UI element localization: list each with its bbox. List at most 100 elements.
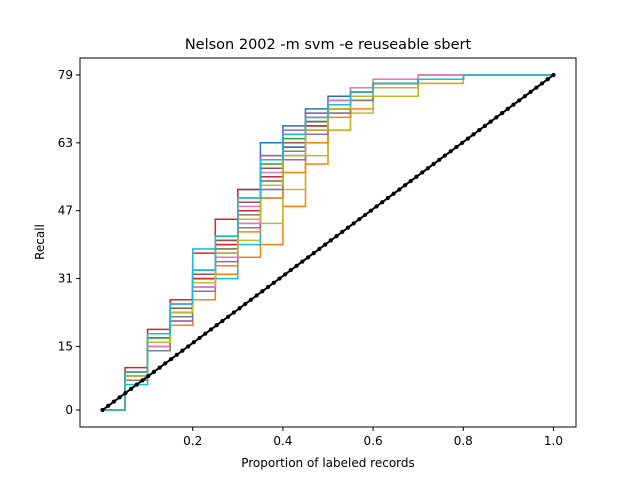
baseline-point [323,242,328,247]
y-tick-label: 79 [58,68,73,82]
y-tick-label: 0 [65,403,73,417]
baseline-point [460,140,465,145]
baseline-point [363,212,368,218]
baseline-point [448,149,453,154]
y-tick-label: 47 [58,204,73,218]
x-axis: 0.2 0.4 0.6 0.8 1.0 [183,427,563,448]
y-axis-label: Recall [33,224,47,260]
baseline-point [534,85,539,90]
baseline-point [437,157,442,162]
y-tick-label: 31 [58,272,73,286]
x-axis-label: Proportion of labeled records [241,456,415,470]
x-tick-label: 0.4 [273,434,292,448]
baseline-point [260,289,265,294]
baseline-point [220,318,225,324]
baseline-point [248,297,254,302]
baseline-point [208,327,214,332]
baseline-point [471,132,476,137]
baseline-point [186,344,191,349]
baseline-point [300,259,305,264]
baseline-point [294,263,299,268]
baseline-point [368,208,373,213]
series-layer [102,74,554,411]
baseline-point [288,267,293,273]
baseline-point [174,352,179,357]
chart-title: Nelson 2002 -m svm -e reuseable sbert [185,37,472,53]
baseline-point [477,128,482,133]
baseline-point [517,98,522,103]
plot-frame [79,57,577,428]
baseline-point [271,280,276,285]
baseline-point [425,166,430,171]
baseline-point [385,195,391,201]
baseline-point [214,323,219,328]
baseline-point [528,89,533,95]
baseline-point [157,365,162,370]
baseline-point [151,369,157,374]
baseline-point [465,136,470,141]
baseline-point [357,217,362,222]
baseline-point [545,77,550,82]
baseline-point [374,204,379,209]
x-tick-label: 1.0 [544,434,563,448]
series-line-19 [102,74,554,411]
baseline-point [539,81,545,86]
x-tick-label: 0.6 [364,434,383,448]
baseline-point [328,238,333,243]
baseline-point [305,255,311,260]
baseline-point [140,378,145,383]
baseline-point [197,335,202,341]
baseline-point [163,361,168,366]
baseline-point [454,144,459,150]
baseline-point [111,399,117,404]
baseline-point [505,106,510,111]
baseline-point [551,72,556,78]
baseline-point [420,170,425,175]
baseline-point [277,276,282,281]
baseline-point [345,225,351,230]
baseline-point [351,221,356,226]
baseline-point [442,153,448,158]
y-axis: 0 15 31 47 63 79 [58,68,80,417]
baseline-point [203,331,208,336]
baseline-point [402,183,408,188]
baseline-point [146,374,151,379]
baseline-point [380,200,385,205]
baseline-point [168,357,174,362]
baseline-point [128,386,134,391]
baseline-point [482,123,488,128]
x-tick-label: 0.2 [183,434,202,448]
baseline-point [431,161,436,167]
baseline-point [134,382,139,387]
y-tick-label: 63 [58,136,73,150]
y-tick-label: 15 [58,339,73,353]
baseline-point [117,395,122,400]
baseline-point [237,306,242,311]
baseline-point [522,94,528,99]
baseline-point [283,272,288,277]
baseline-point [106,403,111,408]
baseline-point [317,246,322,251]
baseline-point [488,119,493,124]
baseline-point [494,115,499,120]
baseline-point [226,314,231,319]
x-tick-label: 0.8 [454,434,473,448]
series-line-20 [102,74,554,411]
baseline-point [408,178,413,184]
baseline-point [340,229,345,234]
baseline-point [231,310,236,315]
baseline-point [334,234,339,239]
baseline-point [499,111,505,116]
baseline-point [265,284,271,290]
baseline-point [397,187,402,192]
baseline-point [511,102,516,107]
baseline-point [414,174,419,179]
baseline-point [391,191,396,196]
baseline-point [180,348,185,353]
baseline-point [311,251,316,256]
baseline-point [254,293,259,298]
baseline-point [243,301,248,307]
baseline-point [123,390,128,396]
